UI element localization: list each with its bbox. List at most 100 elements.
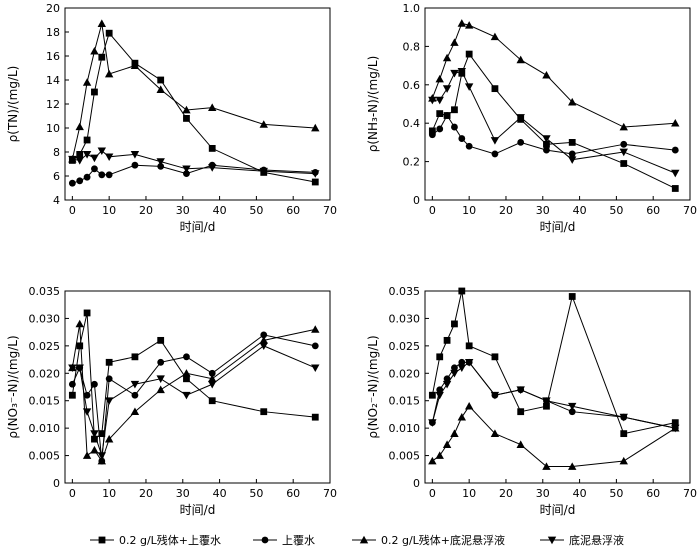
x-tick-label-nh3n: 50: [609, 204, 623, 217]
y-tick-label-no2n: 0.005: [389, 450, 421, 463]
data-point-nh3n-1: [451, 106, 458, 114]
data-point-tn-2: [68, 179, 76, 187]
data-point-no2n-1: [568, 293, 576, 300]
data-point-nh3n-2: [491, 150, 499, 158]
data-point-no3n-3: [156, 385, 165, 394]
data-point-no2n-3: [542, 462, 551, 470]
y-tick-label-tn: 8: [53, 146, 60, 159]
data-point-no3n-4: [90, 430, 99, 438]
data-point-no3n-4: [82, 408, 92, 416]
y-tick-label-tn: 18: [46, 26, 60, 39]
data-point-no3n-4: [104, 397, 114, 405]
data-point-no3n-2: [105, 375, 113, 383]
data-point-no2n-3: [568, 462, 577, 470]
data-point-nh3n-3: [619, 122, 628, 131]
x-tick-label-nh3n: 20: [499, 204, 513, 217]
data-point-no3n-4: [156, 375, 165, 383]
data-point-no2n-1: [491, 353, 499, 361]
data-point-no2n-1: [436, 353, 444, 361]
data-point-tn-4: [97, 147, 107, 155]
panel-tn: 0 10 20 30 40 50 60 70 4 6 8 10 12 14 16 18 20 时间/d ρ(TN)/…: [6, 2, 337, 234]
data-point-nh3n-1: [671, 185, 679, 192]
data-point-tn-3: [75, 122, 84, 131]
data-point-no3n-1: [91, 435, 98, 443]
data-point-no3n-2: [91, 380, 98, 388]
data-point-no3n-2: [208, 369, 216, 377]
data-point-tn-1: [91, 88, 98, 96]
y-tick-label-no3n: 0.020: [29, 367, 61, 380]
y-tick-label-tn: 20: [46, 2, 60, 15]
data-point-no2n-4: [542, 397, 551, 405]
y-tick-label-no2n: 0.030: [389, 312, 421, 325]
data-point-tn-4: [75, 157, 84, 165]
data-point-nh3n-2: [620, 140, 628, 148]
data-point-tn-3: [130, 61, 140, 69]
data-point-tn-2: [183, 170, 190, 178]
data-point-tn-3: [156, 85, 165, 93]
data-point-no3n-1: [183, 375, 190, 383]
data-point-nh3n-4: [450, 69, 459, 78]
x-tick-label-no2n: 30: [536, 487, 550, 500]
data-point-no2n-1: [443, 336, 451, 344]
data-point-nh3n-3: [435, 74, 444, 83]
data-point-no3n-1: [208, 397, 216, 405]
y-tick-label-no2n: 0.025: [389, 340, 421, 353]
data-point-nh3n-4: [435, 96, 444, 105]
x-tick-label-nh3n: 60: [646, 204, 660, 217]
x-tick-label-no2n: 10: [462, 487, 476, 500]
data-point-no2n-4: [490, 391, 500, 400]
x-tick-label-no3n: 30: [176, 487, 190, 500]
y-tick-label-nh3n: 0.6: [403, 79, 421, 92]
legend-label-4: 底泥悬浮液: [569, 533, 624, 547]
x-tick-label-nh3n: 40: [573, 204, 587, 217]
data-point-no2n-1: [543, 402, 550, 410]
x-tick-label-no3n: 40: [213, 487, 227, 500]
data-point-nh3n-4: [619, 148, 628, 157]
y-tick-label-no3n: 0.015: [29, 395, 61, 408]
x-axis-label-no3n: 时间/d: [180, 503, 216, 517]
y-tick-label-no2n: 0: [413, 477, 420, 490]
data-point-nh3n-3: [671, 119, 680, 127]
y-axis-label-tn: ρ(TN)/(mg/L): [6, 66, 20, 143]
legend-marker-3: [359, 535, 369, 544]
data-point-tn-4: [311, 170, 320, 178]
data-point-no3n-2: [83, 391, 91, 399]
data-point-tn-2: [98, 171, 106, 179]
data-point-no3n-3: [208, 374, 217, 383]
data-point-tn-1: [183, 115, 190, 122]
series-line-no3n-4: [72, 345, 316, 456]
data-point-no3n-1: [68, 391, 76, 399]
data-point-tn-2: [157, 163, 165, 170]
x-tick-label-no2n: 70: [683, 487, 697, 500]
data-point-no3n-1: [76, 342, 84, 350]
data-point-nh3n-2: [671, 146, 679, 154]
y-tick-label-no3n: 0.025: [29, 340, 61, 353]
x-tick-label-tn: 40: [213, 204, 227, 217]
data-point-no3n-3: [130, 407, 140, 416]
data-point-no2n-4: [464, 358, 474, 367]
data-point-no3n-2: [260, 331, 268, 339]
data-point-tn-3: [311, 123, 320, 132]
data-point-no3n-4: [182, 391, 191, 400]
data-point-no3n-3: [75, 319, 84, 328]
data-point-tn-2: [83, 173, 91, 181]
data-point-no2n-3: [442, 440, 452, 448]
data-point-no2n-1: [451, 320, 458, 328]
data-point-no3n-4: [130, 380, 140, 389]
data-point-no2n-1: [465, 342, 473, 350]
x-tick-label-no3n: 70: [323, 487, 337, 500]
data-point-nh3n-4: [464, 83, 474, 91]
data-point-no2n-4: [619, 413, 628, 422]
data-point-tn-4: [82, 151, 92, 159]
y-tick-label-no3n: 0: [53, 477, 60, 490]
data-point-no2n-4: [516, 386, 525, 394]
y-tick-label-nh3n: 0: [413, 194, 420, 207]
data-point-tn-4: [259, 167, 268, 176]
data-point-no2n-3: [450, 429, 459, 437]
data-point-tn-1: [105, 29, 113, 37]
x-tick-label-nh3n: 30: [536, 204, 550, 217]
data-point-nh3n-4: [442, 85, 452, 93]
data-point-no3n-2: [68, 380, 76, 388]
data-point-no2n-1: [428, 391, 436, 399]
